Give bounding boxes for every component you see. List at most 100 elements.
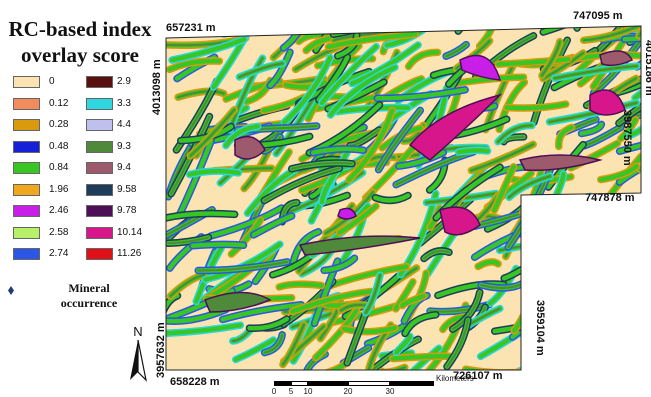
- lineament: [337, 203, 379, 235]
- legend-label: 1.96: [49, 184, 69, 195]
- lineament: [641, 0, 651, 20]
- lineament: [364, 274, 382, 314]
- lineament: [638, 267, 641, 304]
- lineament: [620, 369, 641, 370]
- lineament: [187, 168, 241, 177]
- lineament: [290, 289, 374, 314]
- lineament: [540, 26, 609, 35]
- lineament: [327, 264, 409, 288]
- lineament: [220, 26, 281, 37]
- lineament: [641, 0, 651, 20]
- lineament: [400, 26, 423, 28]
- legend-label: 0: [49, 76, 55, 87]
- lineament: [576, 341, 633, 370]
- lineament: [569, 221, 609, 236]
- legend-label: 11.26: [117, 248, 142, 259]
- high-score-zone: [337, 207, 357, 220]
- lineament: [281, 323, 305, 366]
- lineament: [616, 294, 641, 314]
- legend-swatch: [13, 98, 40, 110]
- lineament: [599, 369, 641, 370]
- lineament: [423, 249, 450, 260]
- lineament: [612, 286, 641, 309]
- lineament: [480, 283, 523, 289]
- legend-label: 0.12: [49, 98, 69, 109]
- lineament: [326, 31, 418, 50]
- lineament: [247, 316, 290, 331]
- lineament: [219, 26, 282, 38]
- lineament: [622, 35, 641, 42]
- lineament: [405, 345, 442, 370]
- lineament: [594, 214, 641, 224]
- lineament: [208, 205, 284, 239]
- lineament: [166, 293, 180, 318]
- legend-label: 9.4: [117, 162, 131, 173]
- lineament: [243, 150, 270, 190]
- coord-bottom-right: 726107 m: [453, 370, 503, 382]
- lineament: [221, 26, 293, 38]
- lineament: [228, 57, 264, 131]
- lineament: [632, 289, 641, 326]
- lineament: [397, 26, 426, 31]
- lineament: [166, 322, 243, 336]
- lineament: [189, 108, 236, 157]
- lineament: [220, 302, 304, 322]
- lineament: [641, 0, 651, 20]
- legend-swatch: [86, 141, 113, 153]
- lineament: [551, 251, 621, 270]
- lineament: [627, 112, 641, 138]
- lineament: [532, 39, 569, 124]
- lineament: [313, 308, 360, 360]
- lineament: [564, 364, 641, 370]
- lineament: [400, 293, 426, 308]
- lineament: [307, 26, 373, 36]
- lineament: [518, 198, 547, 217]
- lineament: [518, 367, 593, 370]
- lineament: [582, 26, 641, 42]
- coord-bottom-left: 658228 m: [170, 376, 220, 388]
- lineament: [316, 54, 350, 103]
- lineament: [482, 26, 508, 27]
- lineament: [647, 353, 651, 374]
- lineament: [618, 272, 641, 282]
- lineament: [177, 90, 225, 99]
- lineament: [281, 55, 333, 125]
- lineament: [438, 26, 490, 30]
- high-score-zone: [599, 50, 633, 67]
- lineament: [579, 271, 630, 293]
- legend-label: 3.3: [117, 98, 131, 109]
- lineament: [597, 247, 641, 299]
- legend-swatch: [13, 76, 40, 88]
- lineament: [321, 255, 357, 273]
- map-raster: [166, 0, 651, 378]
- lineament: [630, 286, 641, 329]
- lineament: [399, 26, 424, 29]
- lineament: [546, 301, 602, 362]
- lineament: [341, 325, 398, 334]
- lineament: [319, 44, 379, 106]
- lineament: [639, 269, 641, 302]
- lineament: [451, 291, 481, 331]
- legend-swatch: [86, 119, 113, 131]
- lineament: [603, 374, 651, 378]
- lineament: [166, 211, 237, 221]
- lineament: [640, 164, 641, 180]
- lineament: [211, 26, 262, 90]
- lineament: [548, 101, 638, 123]
- lineament: [554, 238, 597, 317]
- lineament: [605, 200, 636, 221]
- lineament: [310, 146, 366, 155]
- lineament: [222, 26, 291, 37]
- lineament: [393, 279, 416, 312]
- lineament: [584, 307, 641, 339]
- scale-segment: [291, 381, 308, 386]
- lineament: [611, 285, 641, 311]
- coord-right-lower: 3959104 m: [534, 300, 546, 356]
- legend-label: 4.4: [117, 119, 131, 130]
- lineament: [177, 138, 214, 218]
- lineament: [349, 42, 421, 86]
- lineament: [624, 373, 651, 377]
- mineral-occurrence-icon: [8, 286, 14, 295]
- high-score-zone: [459, 54, 502, 81]
- lineament: [298, 26, 357, 29]
